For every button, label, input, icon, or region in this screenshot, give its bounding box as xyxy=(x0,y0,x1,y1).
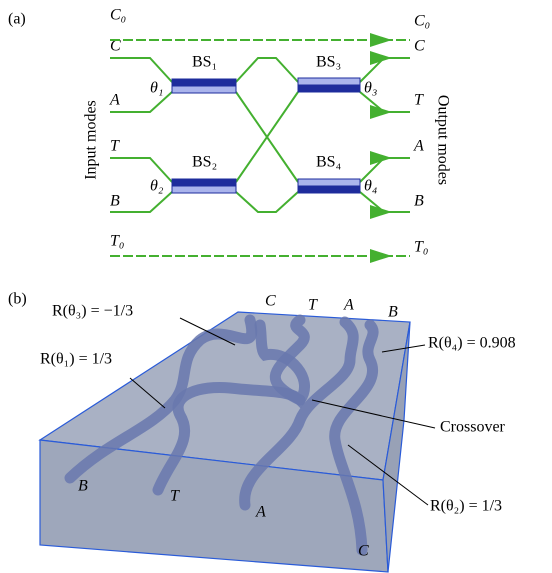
panel-a: (a) Input modes Output modes C₀ C A T B … xyxy=(8,7,451,263)
input-label: A xyxy=(109,92,120,109)
port-label: B xyxy=(78,478,88,495)
port-label: C xyxy=(358,543,369,560)
annotation: R(θ₃) = −1/3 xyxy=(52,303,133,320)
axis-title: Output modes xyxy=(434,95,451,185)
waveguides xyxy=(110,40,410,256)
port-label: B xyxy=(388,304,398,321)
panel-label: (a) xyxy=(8,11,26,28)
bs-label: BS₄ xyxy=(316,154,342,171)
output-label: T xyxy=(414,92,424,109)
output-label: B xyxy=(414,193,424,210)
port-label: A xyxy=(343,297,354,314)
output-label: A xyxy=(413,138,424,155)
input-label: C₀ xyxy=(110,7,126,24)
bs-angle: θ₂ xyxy=(150,178,164,195)
annotation: Crossover xyxy=(440,419,506,436)
input-label: B xyxy=(110,193,120,210)
port-label: C xyxy=(265,293,276,310)
port-label: T xyxy=(170,488,180,505)
bs-angle: θ₁ xyxy=(150,80,163,97)
annotation: R(θ₁) = 1/3 xyxy=(40,351,112,368)
bs-label: BS₃ xyxy=(316,54,341,71)
panel-label: (b) xyxy=(8,291,27,308)
bs-label: BS₁ xyxy=(192,54,217,71)
output-label: C₀ xyxy=(414,13,430,30)
panel-b: (b) C T A B B T A C R(θ₃) = −1/3 R(θ₁) =… xyxy=(8,291,516,572)
output-label: C xyxy=(414,38,425,55)
port-label: A xyxy=(255,504,266,521)
port-label: T xyxy=(308,297,318,314)
figure: (a) Input modes Output modes C₀ C A T B … xyxy=(0,0,552,573)
bs-angle: θ₃ xyxy=(364,80,377,97)
input-label: T xyxy=(110,138,120,155)
annotation: R(θ₄) = 0.908 xyxy=(428,335,516,352)
bs-label: BS₂ xyxy=(192,154,217,171)
annotation: R(θ₂) = 1/3 xyxy=(430,498,502,515)
bs-angle: θ₄ xyxy=(364,178,377,195)
output-label: T₀ xyxy=(414,239,428,256)
input-label: T₀ xyxy=(110,233,124,250)
axis-title: Input modes xyxy=(83,100,100,180)
